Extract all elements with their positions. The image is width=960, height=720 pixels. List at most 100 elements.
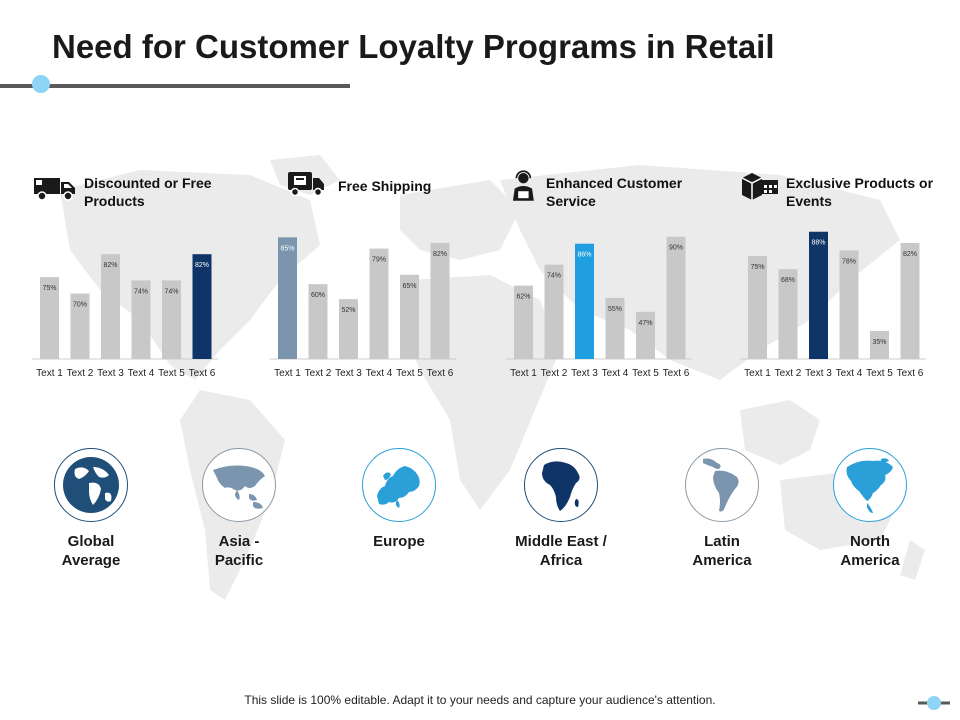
products-calendar-icon [741, 173, 778, 200]
category-label-2: Text 2 [67, 368, 94, 379]
customer-service-agent-icon [512, 170, 534, 201]
category-label-5: Text 5 [158, 368, 185, 379]
title-underline [0, 84, 350, 88]
data-label-3: 88% [811, 240, 825, 247]
page-title: Need for Customer Loyalty Programs in Re… [52, 28, 775, 65]
chart-panel-exclusive-products: Exclusive Products or Events 75% Text 1 68… [740, 168, 960, 388]
bar-1 [40, 277, 59, 359]
data-label-5: 47% [638, 320, 652, 327]
category-label-4: Text 4 [836, 368, 863, 379]
bar-1 [278, 237, 297, 359]
data-label-5: 65% [402, 283, 416, 290]
data-label-6: 90% [669, 245, 683, 252]
bar-4 [605, 297, 625, 359]
bar-2 [544, 264, 564, 359]
category-label-1: Text 1 [510, 368, 537, 379]
bar-chart-exclusive-products: 75% Text 1 68% Text 2 88% Text 3 78% Text 4 35% T… [740, 231, 926, 379]
bar-2 [308, 284, 328, 359]
category-label-3: Text 3 [805, 368, 832, 379]
globe-icon [54, 448, 128, 522]
category-label-2: Text 2 [541, 368, 568, 379]
category-label-6: Text 6 [663, 368, 690, 379]
category-label-3: Text 3 [97, 368, 124, 379]
category-label-1: Text 1 [36, 368, 63, 379]
bar-6 [430, 242, 450, 359]
data-label-1: 85% [280, 245, 294, 252]
data-label-3: 82% [103, 262, 117, 269]
category-label-6: Text 6 [427, 368, 454, 379]
bar-6 [900, 242, 920, 359]
region-label: Europe [373, 533, 425, 550]
bar-5 [400, 274, 419, 359]
region-middle-east-africa: Middle East / Africa [491, 448, 631, 570]
category-label-4: Text 4 [366, 368, 393, 379]
bar-5 [162, 280, 181, 359]
category-label-1: Text 1 [744, 368, 771, 379]
north-america-map-icon [833, 448, 907, 522]
data-label-3: 86% [577, 252, 591, 259]
category-label-5: Text 5 [632, 368, 659, 379]
bar-chart-customer-service: 62% Text 1 74% Text 2 86% Text 3 55% Text 4 47% T… [506, 236, 692, 379]
region-label: Global Average [61, 533, 121, 569]
data-label-5: 74% [164, 288, 178, 295]
category-label-4: Text 4 [128, 368, 155, 379]
europe-map-icon [362, 448, 436, 522]
bar-6 [192, 254, 212, 359]
bar-5 [636, 311, 655, 359]
category-label-4: Text 4 [602, 368, 629, 379]
bar-4 [369, 248, 389, 359]
chart-title: Free Shipping [338, 178, 432, 194]
data-label-5: 35% [872, 339, 886, 346]
data-label-4: 78% [842, 258, 856, 265]
bar-6 [666, 236, 686, 359]
bar-4 [839, 250, 859, 359]
data-label-6: 82% [195, 262, 209, 269]
region-latin-america: Latin America [652, 448, 792, 570]
category-label-1: Text 1 [274, 368, 301, 379]
bar-1 [514, 285, 533, 359]
bar-chart-free-shipping: 85% Text 1 60% Text 2 52% Text 3 79% Text 4 65% T… [270, 237, 456, 379]
chart-panel-discounted-products: Discounted or Free Products 75% Text 1 70%… [32, 168, 260, 388]
data-label-4: 55% [608, 306, 622, 313]
region-asia-pacific: Asia - Pacific [169, 448, 309, 570]
data-label-4: 79% [372, 257, 386, 264]
region-label: Middle East / Africa [515, 533, 607, 569]
data-label-2: 60% [311, 292, 325, 299]
category-label-2: Text 2 [775, 368, 802, 379]
footer-note: This slide is 100% editable. Adapt it to… [244, 693, 716, 707]
south-america-map-icon [685, 448, 759, 522]
bar-3 [809, 231, 828, 359]
category-label-6: Text 6 [189, 368, 216, 379]
bar-3 [101, 254, 120, 359]
category-label-2: Text 2 [305, 368, 332, 379]
data-label-6: 82% [903, 251, 917, 258]
chart-title: Enhanced Customer Service [546, 175, 683, 209]
data-label-2: 70% [73, 302, 87, 309]
region-label: Latin America [692, 533, 752, 569]
data-label-4: 74% [134, 288, 148, 295]
bar-4 [131, 280, 151, 359]
bar-3 [339, 299, 358, 359]
category-label-5: Text 5 [396, 368, 423, 379]
data-label-1: 75% [750, 264, 764, 271]
region-label: Asia - Pacific [214, 533, 264, 569]
chart-title: Discounted or Free Products [84, 175, 212, 209]
bar-3 [575, 243, 594, 359]
region-label: North America [840, 533, 900, 569]
asia-map-icon [202, 448, 276, 522]
data-label-1: 62% [516, 294, 530, 301]
chart-panel-customer-service: Enhanced Customer Service 62% Text 1 74% Te… [506, 168, 734, 388]
category-label-6: Text 6 [897, 368, 924, 379]
bar-chart-discounted-products: 75% Text 1 70% Text 2 82% Text 3 74% Text 4 74% T… [32, 254, 218, 379]
delivery-truck-icon [34, 178, 75, 201]
title-accent-dot [32, 75, 50, 93]
category-label-3: Text 3 [571, 368, 598, 379]
data-label-3: 52% [341, 307, 355, 314]
bar-5 [870, 330, 889, 359]
region-north-america: North America [800, 448, 940, 570]
category-label-5: Text 5 [866, 368, 893, 379]
slide-pager-dots [918, 696, 950, 710]
africa-map-icon [524, 448, 598, 522]
chart-title: Exclusive Products or Events [786, 175, 934, 209]
data-label-2: 68% [781, 277, 795, 284]
